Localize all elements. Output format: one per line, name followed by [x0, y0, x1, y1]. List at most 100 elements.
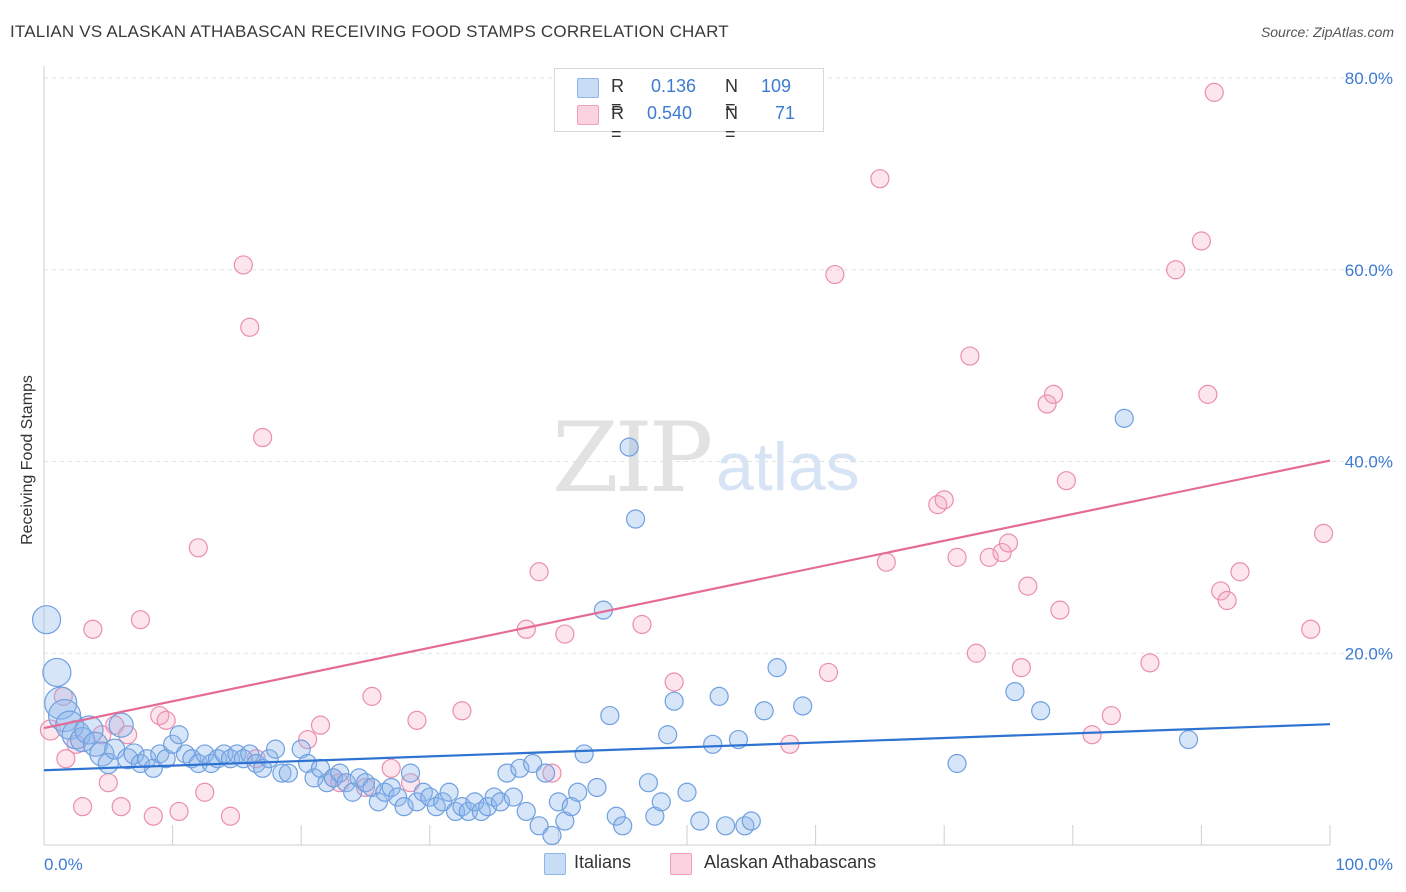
point-athabascans	[818, 662, 839, 683]
point-athabascans	[83, 619, 103, 639]
point-athabascans	[825, 264, 845, 285]
point-athabascans	[1082, 725, 1102, 745]
point-athabascans	[169, 801, 189, 822]
point-athabascans	[1056, 471, 1076, 491]
point-athabascans	[1050, 600, 1070, 620]
point-italians	[947, 753, 967, 774]
point-athabascans	[870, 169, 890, 189]
point-italians	[439, 782, 459, 802]
point-athabascans	[632, 614, 652, 635]
point-athabascans	[960, 346, 980, 366]
point-italians	[490, 792, 511, 812]
point-athabascans	[1198, 384, 1218, 404]
point-athabascans	[56, 749, 76, 769]
y-tick-label: 60.0%	[1345, 261, 1393, 280]
point-athabascans	[310, 715, 331, 735]
point-italians	[754, 701, 774, 721]
point-athabascans	[98, 773, 118, 793]
point-italians	[555, 811, 575, 831]
point-italians	[529, 816, 549, 836]
point-athabascans	[188, 538, 208, 558]
point-italians	[163, 734, 183, 754]
point-athabascans	[876, 552, 896, 572]
point-athabascans	[555, 624, 575, 644]
point-athabascans	[1043, 384, 1064, 404]
point-italians	[407, 792, 427, 812]
point-italians	[587, 777, 607, 798]
point-athabascans	[1230, 562, 1250, 582]
point-italians	[253, 758, 273, 778]
point-athabascans	[1101, 705, 1121, 726]
point-italians	[613, 816, 633, 836]
point-italians	[278, 763, 298, 783]
point-italians	[1031, 701, 1051, 721]
point-athabascans	[1211, 581, 1231, 601]
legend-n-value: 71	[775, 103, 796, 123]
point-athabascans	[381, 758, 401, 778]
point-italians	[74, 715, 104, 745]
point-italians	[574, 744, 594, 764]
point-italians	[433, 792, 453, 812]
point-italians	[298, 753, 318, 774]
point-italians	[478, 797, 498, 817]
point-athabascans	[233, 255, 253, 275]
point-italians	[535, 763, 556, 783]
point-italians	[304, 768, 324, 788]
watermark-atlas: atlas	[716, 429, 860, 505]
legend-r-label: R =	[611, 76, 624, 117]
point-italians	[31, 605, 62, 635]
point-italians	[523, 753, 543, 774]
legend-r-label: R =	[611, 103, 624, 144]
legend-n-value: 109	[761, 76, 792, 96]
point-italians	[793, 696, 813, 716]
correlation-legend: R = 0.136 N = 109 R = 0.540 N = 71	[554, 68, 824, 144]
point-italians	[568, 782, 588, 802]
point-italians	[619, 437, 639, 457]
point-italians	[690, 811, 710, 831]
point-athabascans	[407, 710, 427, 730]
point-italians	[548, 792, 569, 812]
point-athabascans	[1204, 82, 1224, 102]
point-athabascans	[1018, 576, 1038, 596]
point-athabascans	[156, 710, 176, 730]
point-italians	[420, 787, 440, 807]
point-italians	[600, 705, 620, 726]
point-italians	[336, 773, 356, 793]
point-italians	[343, 782, 363, 802]
point-athabascans	[664, 672, 684, 692]
point-athabascans	[143, 806, 163, 826]
point-italians	[1005, 681, 1025, 702]
point-athabascans	[195, 782, 215, 802]
point-italians	[394, 797, 414, 817]
point-italians	[638, 773, 659, 793]
point-italians	[1114, 408, 1134, 428]
point-athabascans	[529, 562, 549, 582]
point-italians	[497, 763, 517, 783]
point-italians	[143, 758, 163, 778]
legend-swatch-italians	[544, 853, 566, 875]
point-italians	[645, 806, 665, 826]
point-athabascans	[1166, 260, 1186, 280]
trendline-athabascans	[43, 459, 1331, 730]
source-label: Source: ZipAtlas.com	[1260, 24, 1394, 40]
point-italians	[728, 729, 749, 750]
point-italians	[89, 741, 115, 767]
point-athabascans	[979, 547, 999, 567]
point-athabascans	[1011, 658, 1031, 678]
point-italians	[516, 801, 536, 822]
point-italians	[272, 763, 292, 783]
point-italians	[368, 792, 388, 812]
point-italians	[561, 797, 581, 817]
point-italians	[625, 509, 646, 529]
point-athabascans	[111, 797, 131, 817]
legend-label-athabascans: Alaskan Athabascans	[704, 852, 877, 872]
point-italians	[741, 811, 761, 831]
y-tick-label: 20.0%	[1345, 644, 1393, 663]
trendline-italians	[43, 723, 1331, 772]
point-italians	[651, 792, 671, 812]
point-italians	[42, 657, 72, 688]
point-athabascans	[966, 643, 986, 663]
point-athabascans	[934, 490, 954, 510]
watermark-zip: ZIP	[552, 402, 713, 514]
point-athabascans	[1191, 231, 1212, 251]
